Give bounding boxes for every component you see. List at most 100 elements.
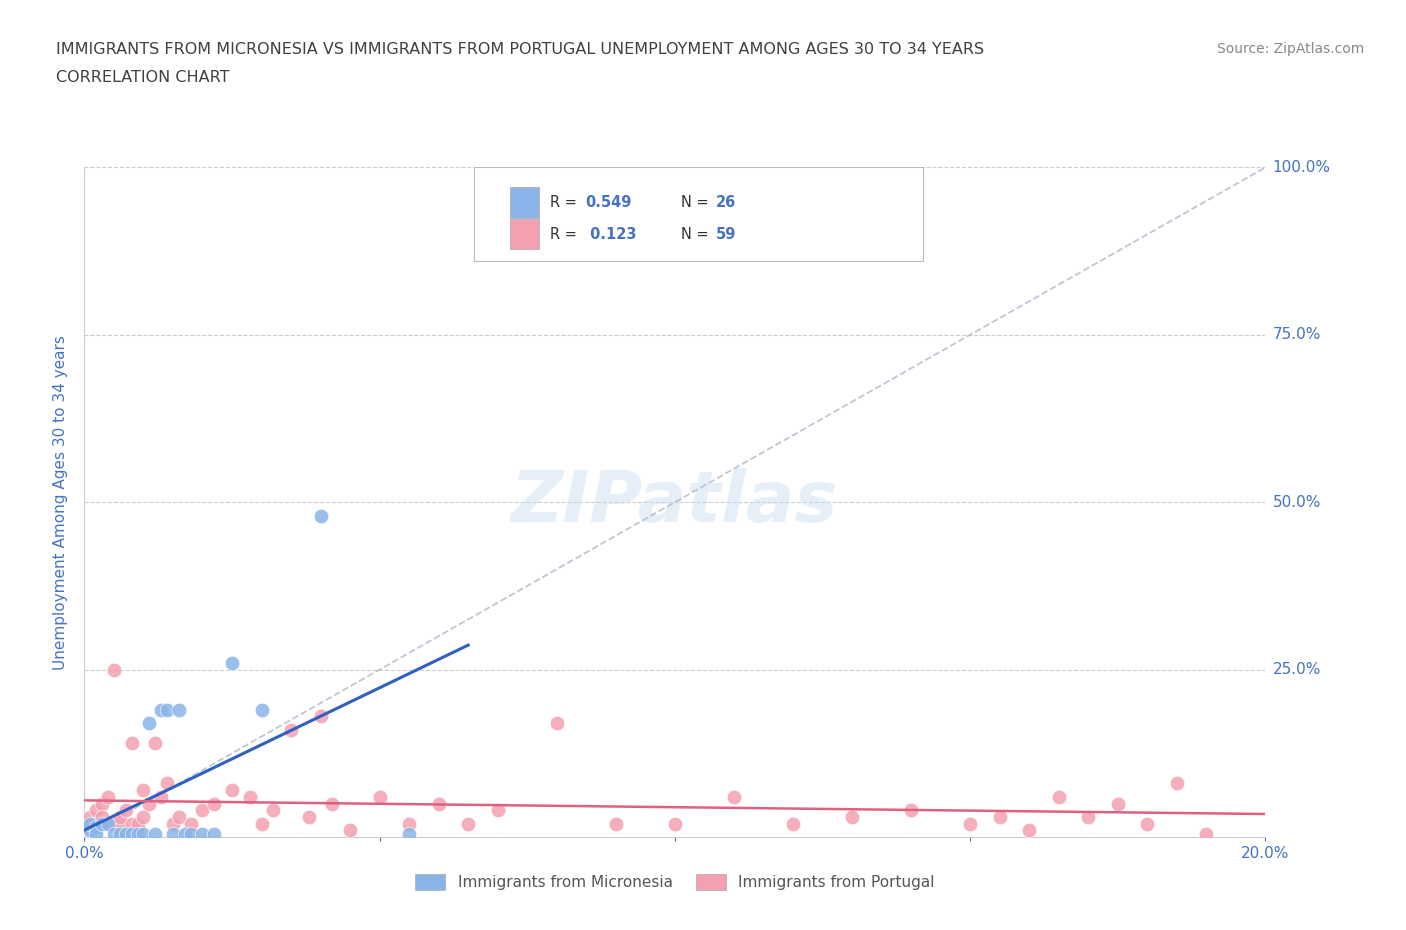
Point (546, 716, 568, 731)
Text: 50.0%: 50.0% (1272, 495, 1320, 510)
Point (79, 823, 101, 838)
Point (150, 790, 173, 804)
Bar (509, 188, 538, 218)
Point (121, 826, 143, 841)
Text: N =: N = (681, 227, 713, 242)
Point (108, 817, 131, 831)
Point (138, 716, 160, 731)
Point (605, 817, 627, 831)
Point (84, 817, 107, 831)
Text: N =: N = (681, 194, 713, 210)
FancyBboxPatch shape (474, 167, 922, 261)
Point (191, 803, 214, 817)
Point (79, 817, 101, 831)
Point (841, 809, 863, 824)
Point (202, 796, 225, 811)
Point (108, 809, 131, 824)
Point (173, 826, 195, 841)
Point (180, 817, 202, 831)
Point (121, 736, 143, 751)
Bar (509, 219, 538, 249)
Point (167, 809, 190, 824)
Point (79, 823, 101, 838)
Point (398, 826, 420, 841)
Point (321, 796, 343, 811)
Point (368, 790, 391, 804)
Point (91, 796, 114, 811)
Point (162, 826, 184, 841)
Point (97, 817, 120, 831)
Text: ZIPatlas: ZIPatlas (512, 468, 838, 537)
Point (486, 803, 509, 817)
Point (1166, 776, 1188, 790)
Point (91, 817, 114, 831)
Point (114, 803, 136, 817)
Point (143, 736, 166, 751)
Point (280, 723, 302, 737)
Point (1077, 809, 1099, 824)
Point (156, 776, 179, 790)
Point (97, 790, 120, 804)
Point (1107, 796, 1129, 811)
Point (132, 826, 155, 841)
Point (782, 817, 804, 831)
Point (221, 783, 243, 798)
Point (127, 817, 149, 831)
Point (91, 817, 114, 831)
Point (103, 662, 125, 677)
Point (97, 817, 120, 831)
Point (250, 702, 273, 717)
Point (1047, 790, 1070, 804)
Point (427, 796, 450, 811)
Point (988, 809, 1011, 824)
Point (114, 826, 136, 841)
Point (156, 702, 179, 717)
Point (121, 817, 143, 831)
Point (138, 796, 160, 811)
Point (1195, 826, 1218, 841)
Point (900, 803, 922, 817)
Point (108, 826, 131, 841)
Point (723, 790, 745, 804)
Text: 59: 59 (716, 227, 737, 242)
Text: R =: R = (550, 227, 581, 242)
Point (959, 817, 981, 831)
Text: IMMIGRANTS FROM MICRONESIA VS IMMIGRANTS FROM PORTUGAL UNEMPLOYMENT AMONG AGES 3: IMMIGRANTS FROM MICRONESIA VS IMMIGRANTS… (56, 42, 984, 57)
Point (250, 817, 273, 831)
Point (84, 826, 107, 841)
Point (1136, 817, 1159, 831)
Point (457, 817, 479, 831)
Point (84, 803, 107, 817)
Point (262, 803, 284, 817)
Point (132, 783, 155, 798)
Point (398, 817, 420, 831)
Point (180, 826, 202, 841)
Point (1018, 823, 1040, 838)
Point (103, 817, 125, 831)
Point (239, 790, 262, 804)
Point (127, 826, 149, 841)
Point (221, 656, 243, 671)
Point (84, 819, 107, 834)
Text: CORRELATION CHART: CORRELATION CHART (56, 70, 229, 85)
Point (664, 817, 686, 831)
Legend: Immigrants from Micronesia, Immigrants from Portugal: Immigrants from Micronesia, Immigrants f… (409, 868, 941, 897)
Point (167, 702, 190, 717)
Point (79, 817, 101, 831)
Text: 75.0%: 75.0% (1272, 327, 1320, 342)
Text: Source: ZipAtlas.com: Source: ZipAtlas.com (1216, 42, 1364, 56)
Point (309, 508, 332, 523)
Point (309, 709, 332, 724)
Text: 100.0%: 100.0% (1272, 160, 1330, 175)
Text: 0.549: 0.549 (585, 194, 631, 210)
Point (339, 823, 361, 838)
Point (91, 809, 114, 824)
Point (79, 809, 101, 824)
Point (150, 702, 173, 717)
Point (103, 826, 125, 841)
Point (191, 826, 214, 841)
Point (162, 817, 184, 831)
Point (143, 826, 166, 841)
Point (202, 826, 225, 841)
Point (298, 809, 321, 824)
